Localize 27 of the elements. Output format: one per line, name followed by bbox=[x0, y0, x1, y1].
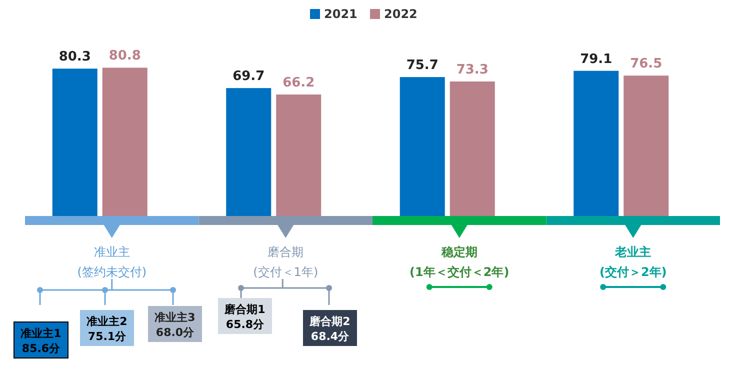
text: 磨合期1 65.8分 bbox=[224, 303, 266, 331]
data-label: 79.1 bbox=[580, 52, 612, 67]
bar bbox=[450, 81, 495, 216]
text: 准业主1 85.6分 bbox=[20, 327, 62, 355]
data-label: 69.7 bbox=[232, 69, 265, 84]
text: 磨合期2 68.4分 bbox=[308, 315, 350, 343]
data-label: 75.7 bbox=[406, 58, 438, 74]
x-tick-label: 准业主 (签约未交付) bbox=[77, 245, 147, 279]
legend-label: 2022 bbox=[384, 7, 418, 21]
data-label: 80.8 bbox=[108, 48, 141, 64]
bar bbox=[52, 68, 98, 216]
bar bbox=[102, 68, 148, 216]
bar bbox=[574, 70, 619, 216]
bar bbox=[400, 77, 445, 216]
x-tick-label: 稳定期 (1年＜交付＜2年) bbox=[410, 245, 510, 279]
x-tick-label: 磨合期 (交付＜1年) bbox=[253, 245, 318, 279]
x-tick-label: 老业主 (交付＞2年) bbox=[599, 245, 667, 279]
data-label: 80.3 bbox=[58, 50, 91, 65]
bar bbox=[276, 94, 322, 216]
data-label: 73.3 bbox=[456, 62, 488, 78]
text: 准业主2 75.1分 bbox=[86, 315, 128, 343]
text: 准业主3 68.0分 bbox=[154, 311, 196, 339]
bar bbox=[624, 76, 669, 216]
bar bbox=[226, 88, 272, 216]
data-label: 66.2 bbox=[282, 76, 315, 91]
legend-label: 2021 bbox=[324, 7, 358, 21]
data-label: 76.5 bbox=[630, 56, 662, 72]
